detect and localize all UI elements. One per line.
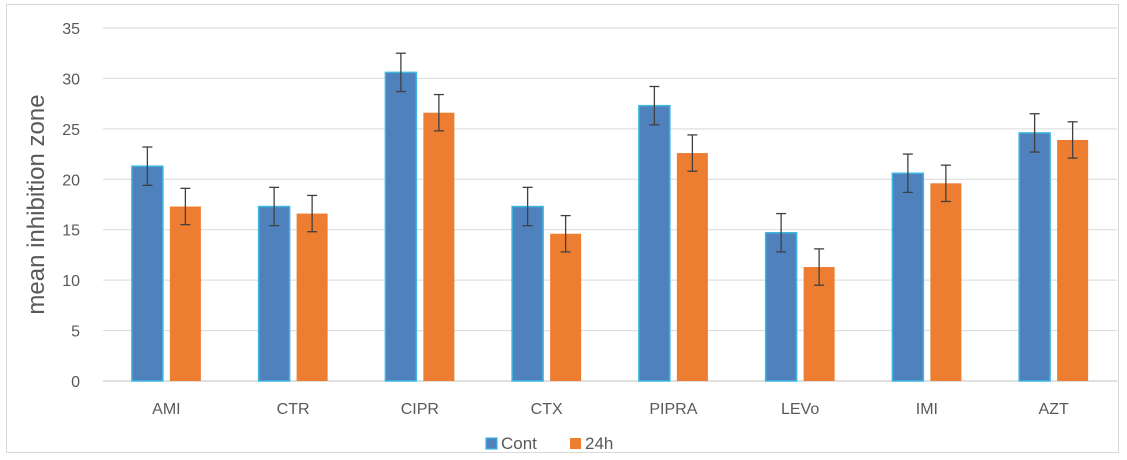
y-tick-label: 15	[62, 223, 80, 240]
error-bar	[902, 153, 913, 194]
x-tick-label: LEVo	[781, 401, 819, 418]
legend: Cont 24h	[485, 434, 613, 453]
error-bar	[1029, 113, 1040, 153]
bar-24h-levo	[803, 267, 835, 381]
bar-cont-imi	[891, 172, 925, 382]
x-tick-label: AMI	[152, 401, 180, 418]
gridlines	[103, 27, 1117, 382]
y-tick-label: 30	[62, 71, 80, 88]
bar-cont-ctx	[511, 205, 544, 382]
error-bar	[940, 164, 951, 203]
x-tick-label: AZT	[1039, 401, 1069, 418]
y-tick-label: 25	[62, 122, 80, 139]
error-bar	[307, 194, 318, 233]
bar-24h-imi	[930, 183, 962, 381]
bar-cont-cipr	[384, 71, 418, 382]
bar-cont-azt	[1018, 132, 1051, 382]
bars	[131, 71, 1089, 382]
error-bar	[649, 85, 660, 126]
legend-item-24h: 24h	[570, 434, 613, 453]
error-bar	[560, 214, 571, 253]
error-bars	[142, 52, 1078, 286]
bar-24h-ctr	[296, 213, 328, 381]
y-tick-label: 0	[71, 374, 80, 391]
y-tick-label: 5	[71, 324, 80, 341]
x-tick-label: CTX	[531, 401, 563, 418]
y-axis-ticks: 0 5 10 15 20 25 30 35	[62, 21, 80, 391]
bar-cont-pipra	[638, 104, 671, 382]
error-bar	[269, 186, 280, 227]
bar-24h-cipr	[423, 112, 455, 381]
error-bar	[687, 134, 698, 172]
bar-24h-ctx	[550, 233, 582, 381]
legend-swatch	[570, 438, 581, 449]
x-tick-label: CTR	[277, 401, 310, 418]
error-bar	[814, 248, 825, 286]
error-bar	[433, 93, 444, 132]
y-tick-label: 35	[62, 21, 80, 38]
bar-cont-ami	[131, 165, 164, 382]
bar-cont-ctr	[257, 205, 291, 382]
bar-24h-ami	[169, 206, 201, 381]
bar-cont-levo	[764, 231, 798, 382]
error-bar	[522, 186, 533, 227]
x-tick-label: PIPRA	[649, 401, 697, 418]
error-bar	[142, 146, 153, 186]
legend-swatch	[485, 437, 498, 450]
y-tick-label: 20	[62, 172, 80, 189]
error-bar	[776, 212, 787, 253]
x-axis-ticks: AMI CTR CIPR CTX PIPRA LEVo IMI AZT	[152, 401, 1069, 418]
bar-24h-pipra	[676, 153, 708, 381]
error-bar	[180, 187, 191, 226]
x-tick-label: CIPR	[401, 401, 439, 418]
error-bar	[1067, 121, 1078, 159]
x-tick-label: IMI	[916, 401, 938, 418]
y-tick-label: 10	[62, 273, 80, 290]
legend-item-cont: Cont	[485, 434, 537, 453]
y-axis-title: mean inhibition zone	[23, 94, 50, 314]
legend-label: 24h	[585, 434, 613, 453]
legend-label: Cont	[501, 434, 537, 453]
error-bar	[395, 52, 406, 93]
bar-24h-azt	[1057, 139, 1089, 381]
